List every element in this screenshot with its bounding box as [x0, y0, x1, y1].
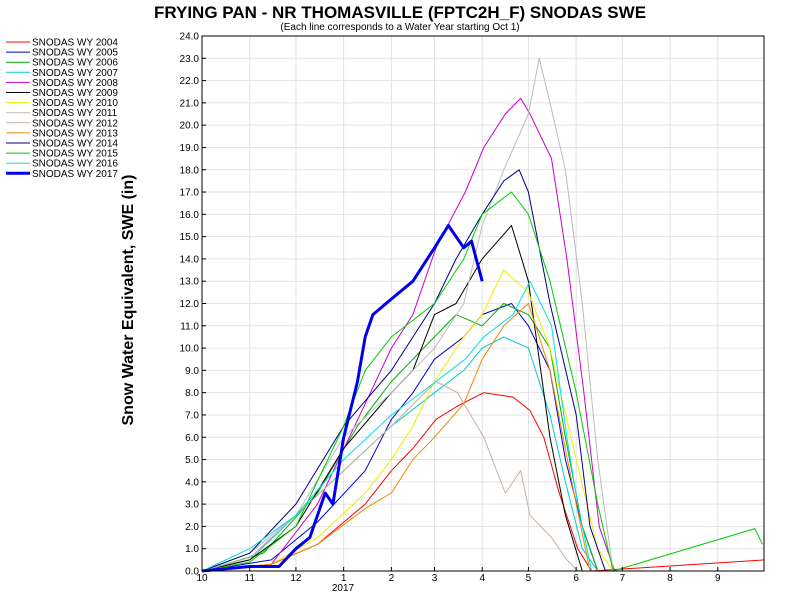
x-tick-labels: 10 11 12 1 2 3 4 5 6 7 8 9	[196, 567, 721, 584]
series-line-snodas-wy-2004	[201, 392, 765, 572]
x-tick-label: 3	[432, 573, 438, 584]
y-tick-label: 21.0	[180, 98, 200, 109]
series-line-snodas-wy-2008	[201, 97, 616, 572]
x-tick-label: 8	[667, 573, 673, 584]
series-line-snodas-wy-2012	[201, 381, 579, 572]
series-line-snodas-wy-2017	[201, 224, 484, 573]
y-tick-label: 9.0	[185, 366, 199, 377]
chart-subtitle: (Each line corresponds to a Water Year s…	[280, 22, 519, 33]
legend-label: SNODAS WY 2007	[32, 68, 118, 79]
y-tick-label: 12.0	[180, 299, 200, 310]
chart-title: FRYING PAN - NR THOMASVILLE (FPTC2H_F) S…	[154, 3, 646, 22]
y-tick-label: 16.0	[180, 210, 200, 221]
y-axis-label: Snow Water Equivalent, SWE (in)	[120, 175, 137, 426]
y-tick-label: 24.0	[180, 32, 200, 43]
y-tick-label: 5.0	[185, 455, 199, 466]
y-tick-label: 3.0	[185, 500, 199, 511]
series-line-snodas-wy-2009	[201, 225, 583, 572]
y-tick-label: 17.0	[180, 188, 200, 199]
legend-label: SNODAS WY 2015	[32, 149, 118, 160]
y-tick-label: 20.0	[180, 121, 200, 132]
legend-label: SNODAS WY 2008	[32, 78, 118, 89]
y-tick-label: 14.0	[180, 254, 200, 265]
x-tick-label: 11	[245, 573, 256, 584]
y-tick-labels: 0.0 1.0 2.0 3.0 4.0 5.0 6.0 7.0 8.0 9.0 10.0 11.0 12…	[180, 32, 206, 578]
series-line-snodas-wy-2010	[201, 269, 614, 572]
y-tick-label: 8.0	[185, 388, 199, 399]
y-tick-label: 23.0	[180, 54, 200, 65]
legend-label: SNODAS WY 2006	[32, 58, 118, 69]
series-line-snodas-wy-2015	[201, 191, 763, 572]
y-tick-label: 10.0	[180, 344, 200, 355]
series-layer	[201, 57, 765, 573]
x-tick-label: 10	[196, 573, 208, 584]
legend-label: SNODAS WY 2012	[32, 118, 118, 129]
x-tick-label: 9	[715, 573, 721, 584]
y-tick-label: 11.0	[180, 321, 199, 332]
x-year-label: 2017	[332, 583, 355, 594]
legend-label: SNODAS WY 2011	[32, 108, 118, 119]
y-tick-label: 2.0	[185, 522, 199, 533]
legend-label: SNODAS WY 2014	[32, 139, 118, 150]
y-tick-label: 22.0	[180, 76, 200, 87]
legend-label: SNODAS WY 2016	[32, 159, 118, 170]
legend-label: SNODAS WY 2013	[32, 128, 118, 139]
x-tick-label: 1	[341, 573, 347, 584]
legend-label: SNODAS WY 2017	[32, 169, 118, 180]
x-tick-label: 2	[389, 573, 395, 584]
legend-label: SNODAS WY 2009	[32, 88, 118, 99]
x-tick-label: 4	[479, 573, 485, 584]
y-tick-label: 18.0	[180, 165, 200, 176]
x-tick-label: 7	[620, 573, 626, 584]
legend-label: SNODAS WY 2004	[32, 38, 118, 49]
series-line-snodas-wy-2013	[201, 303, 591, 572]
y-tick-label: 1.0	[185, 544, 199, 555]
y-tick-label: 4.0	[185, 477, 199, 488]
y-tick-label: 7.0	[185, 410, 199, 421]
legend-label: SNODAS WY 2010	[32, 98, 118, 109]
x-tick-label: 12	[290, 573, 302, 584]
x-tick-label: 5	[526, 573, 532, 584]
legend-label: SNODAS WY 2005	[32, 48, 118, 59]
y-tick-label: 0.0	[185, 567, 199, 578]
y-tick-label: 6.0	[185, 433, 199, 444]
y-tick-label: 19.0	[180, 143, 200, 154]
y-tick-label: 13.0	[180, 277, 200, 288]
x-tick-label: 6	[573, 573, 579, 584]
series-line-snodas-wy-2016	[201, 280, 593, 572]
y-tick-label: 15.0	[180, 232, 200, 243]
